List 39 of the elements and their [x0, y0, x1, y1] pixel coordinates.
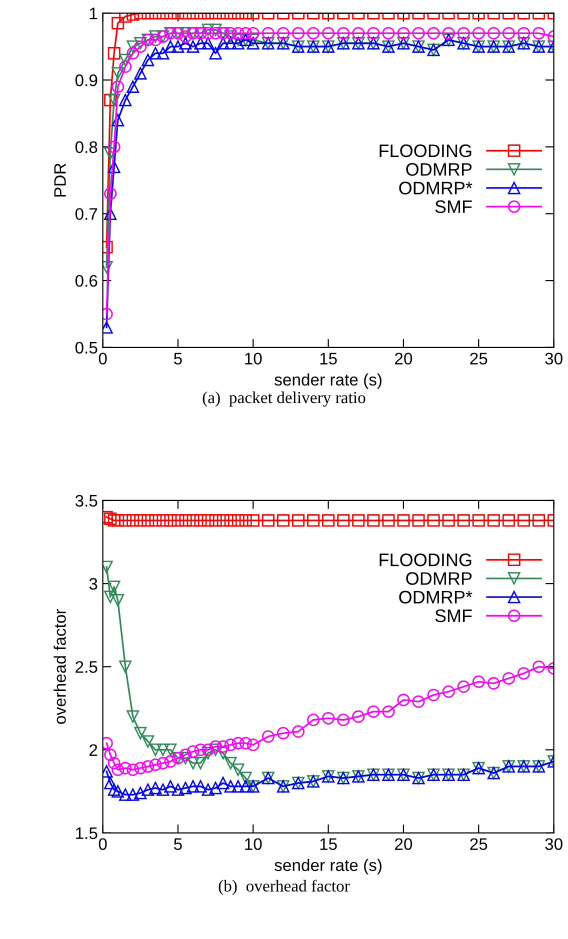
y-tick-label: 0.6	[75, 274, 98, 287]
y-tick-label: 0.5	[75, 342, 98, 354]
x-tick-label: 20	[395, 352, 412, 365]
x-tick-label: 5	[174, 352, 182, 365]
x-axis-title: sender rate (s)	[274, 373, 382, 389]
x-tick-label: 25	[470, 352, 488, 365]
x-tick-label: 30	[545, 838, 562, 850]
x-tick-label: 10	[245, 352, 262, 365]
y-tick-label: 3.5	[75, 494, 98, 507]
y-tick-label: 2.5	[76, 661, 98, 673]
legend-label: ODMRP*	[399, 182, 472, 194]
x-axis-title: sender rate (s)	[274, 858, 382, 874]
y-tick-label: 2	[90, 744, 98, 756]
y-tick-label: 1	[90, 8, 98, 20]
x-tick-label: 25	[470, 838, 488, 850]
x-tick-label: 15	[320, 352, 337, 365]
legend-label: FLOODING	[380, 553, 472, 566]
x-tick-label: 10	[245, 838, 262, 850]
legend-label: SMF	[435, 200, 472, 214]
x-tick-label: 5	[174, 838, 182, 850]
text: (b) overhead factor	[218, 880, 350, 895]
legend-label: ODMRP*	[399, 590, 472, 604]
legend-label: ODMRP	[406, 163, 472, 176]
legend-label: FLOODING	[380, 144, 472, 158]
y-tick-label: 0.8	[75, 141, 98, 154]
x-tick-label: 30	[545, 352, 562, 365]
y-tick-label: 0.7	[75, 208, 98, 220]
y-axis-title: PDR	[54, 163, 66, 197]
x-tick-label: 15	[320, 838, 337, 850]
y-tick-label: 3	[89, 578, 98, 590]
x-tick-label: 0	[98, 352, 107, 365]
x-tick-label: 20	[395, 838, 412, 850]
legend-label: ODMRP	[406, 572, 472, 585]
y-axis-title: overhead factor	[54, 609, 66, 724]
text: (a) packet delivery ratio	[202, 391, 366, 407]
y-tick-label: 1.5	[76, 827, 98, 840]
y-tick-label: 0.9	[75, 74, 98, 86]
x-tick-label: 0	[98, 838, 107, 850]
legend-label: SMF	[435, 609, 472, 622]
